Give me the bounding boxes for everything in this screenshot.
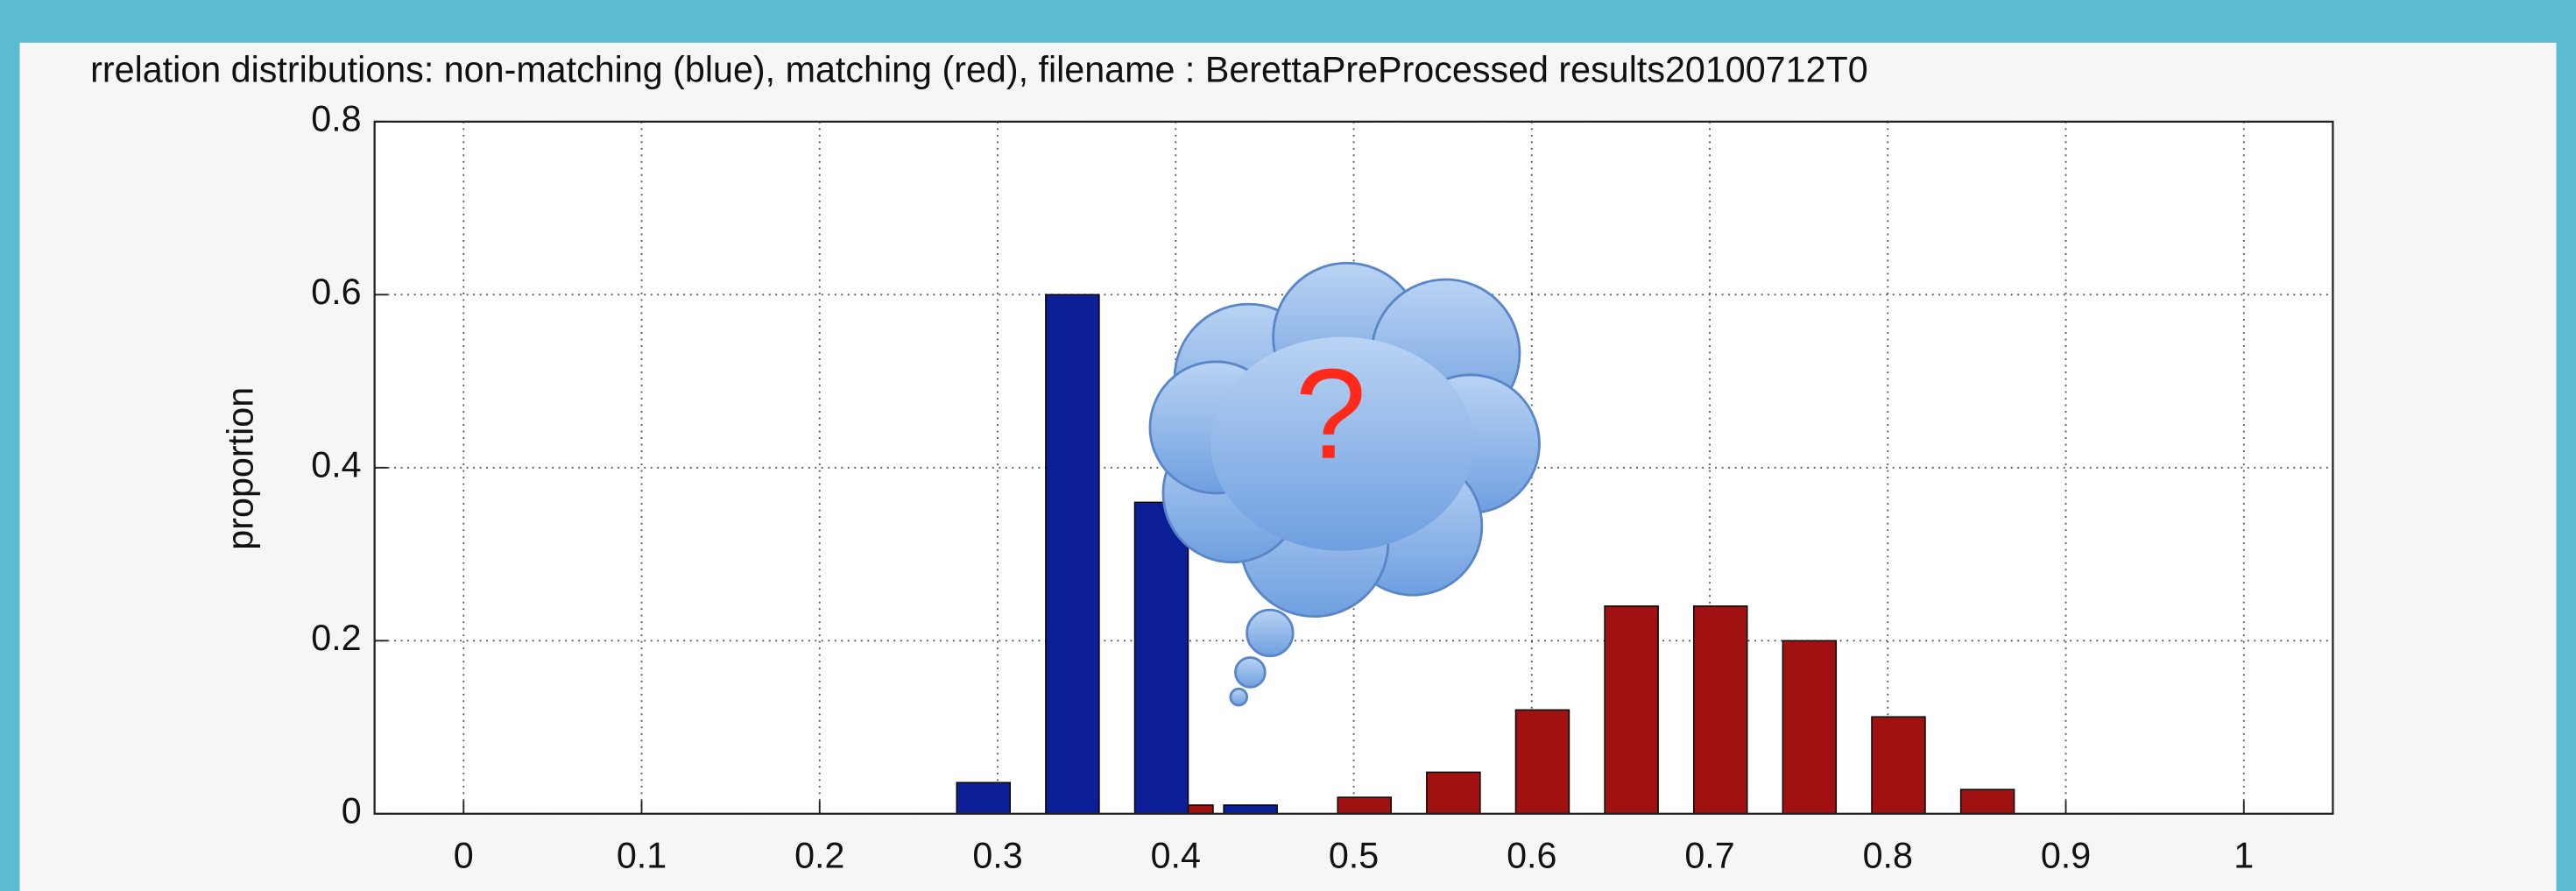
- x-tick-label: 1: [2234, 835, 2254, 875]
- x-tick-label: 0.2: [794, 835, 844, 875]
- bar: [1782, 640, 1838, 815]
- bar: [1604, 605, 1659, 815]
- x-tick-label: 0.4: [1151, 835, 1201, 875]
- bar: [1045, 293, 1100, 815]
- x-tick-label: 0.6: [1507, 835, 1556, 875]
- bar: [956, 781, 1012, 815]
- bar: [1223, 804, 1278, 815]
- y-tick-label: 0.2: [311, 618, 361, 658]
- x-tick-label: 0.7: [1684, 835, 1734, 875]
- axes-box: [373, 120, 2334, 815]
- y-axis-label: proportion: [221, 387, 261, 550]
- x-tick-label: 0.9: [2041, 835, 2091, 875]
- bar: [1426, 771, 1481, 815]
- x-tick-label: 0: [454, 835, 474, 875]
- chart-title: rrelation distributions: non-matching (b…: [90, 49, 1868, 89]
- x-tick-label: 0.5: [1329, 835, 1379, 875]
- bar: [1337, 796, 1392, 815]
- y-tick-label: 0.4: [311, 445, 361, 485]
- bar: [1959, 788, 2015, 815]
- bar: [1133, 501, 1189, 815]
- y-tick-label: 0.8: [311, 99, 361, 139]
- x-tick-label: 0.1: [617, 835, 667, 875]
- bar: [1871, 716, 1926, 815]
- y-tick-label: 0: [342, 791, 362, 831]
- annotation: ?: [1295, 343, 1366, 486]
- thought-cloud: [1148, 261, 1541, 707]
- y-tick-label: 0.6: [311, 272, 361, 312]
- bar: [1514, 709, 1570, 815]
- x-tick-label: 0.8: [1863, 835, 1913, 875]
- x-tick-label: 0.3: [972, 835, 1022, 875]
- bar: [1692, 605, 1748, 815]
